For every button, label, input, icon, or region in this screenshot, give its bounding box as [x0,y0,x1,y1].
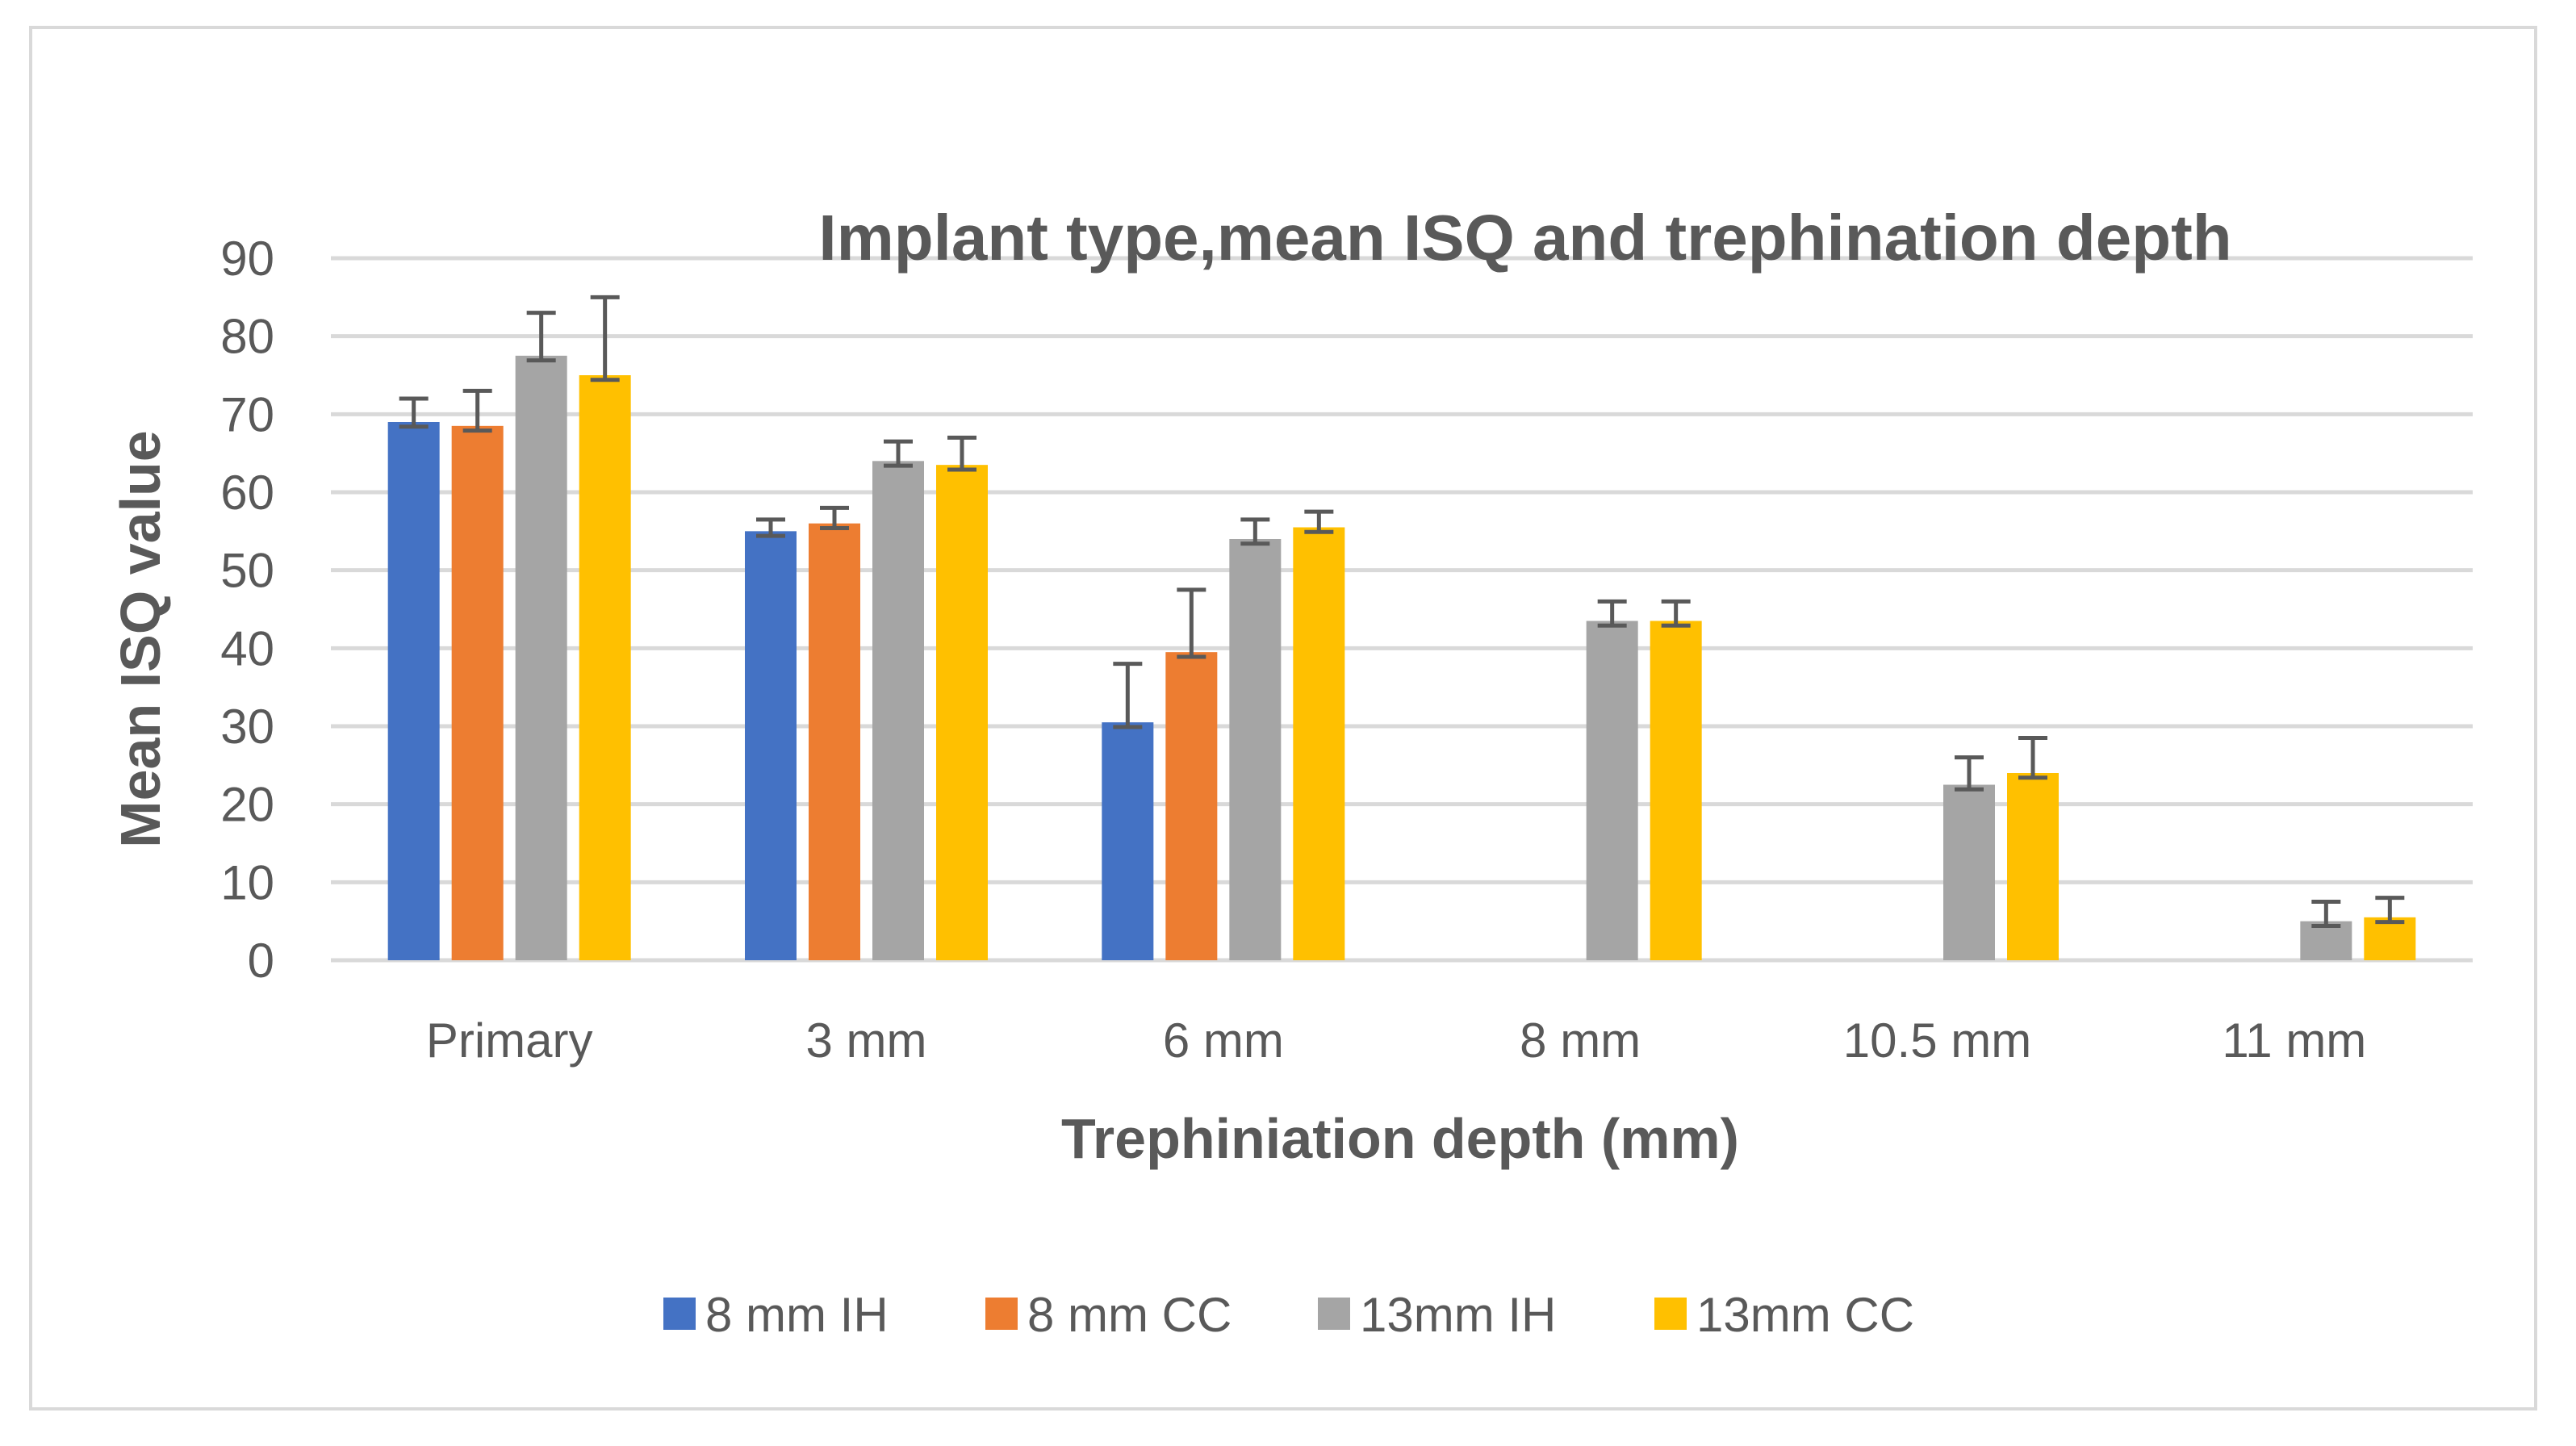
bar-13mm-cc [1293,527,1345,960]
error-bar [1177,587,1206,659]
bar-13mm-cc [936,465,988,960]
error-bar [820,505,849,530]
x-category-label: 3 mm [806,1013,927,1068]
bar-13mm-ih [1943,784,1995,960]
bar-13mm-ih [515,355,567,960]
bars [387,355,2416,960]
x-category-label: 6 mm [1163,1013,1284,1068]
legend-item: 8 mm CC [985,1288,1232,1342]
bar-13mm-ih [1586,621,1638,960]
error-bar [1955,755,1984,792]
legend-label: 13mm IH [1360,1288,1556,1342]
legend-label: 13mm CC [1696,1288,1914,1342]
error-bar [947,435,976,472]
bar-13mm-cc [579,375,631,960]
bar-13mm-cc [1650,621,1702,960]
y-tick-label: 20 [220,778,274,832]
error-bar [462,388,492,433]
y-tick-label: 50 [220,544,274,598]
error-bar [1240,517,1270,546]
y-tick-label: 10 [220,855,274,909]
x-axis-title: Trephiniation depth (mm) [1061,1107,1739,1170]
y-tick-label: 30 [220,700,274,754]
bar-8-mm-cc [451,425,504,960]
bar-8-mm-ih [1102,722,1154,960]
error-bar [2311,900,2341,928]
y-tick-label: 0 [248,934,274,988]
error-bar [590,295,620,382]
bar-8-mm-ih [387,422,440,960]
x-category-label: 8 mm [1520,1013,1641,1068]
error-bar [399,396,429,429]
gridlines [331,256,2473,963]
legend: 8 mm IH 8 mm CC 13mm IH 13mm CC [663,1288,1914,1342]
error-bar [1597,599,1627,628]
legend-swatch [985,1298,1018,1330]
bar-13mm-cc [2364,917,2416,960]
bar-13mm-ih [1229,539,1282,960]
y-axis-title: Mean ISQ value [109,430,172,847]
legend-item: 8 mm IH [663,1288,889,1342]
x-category-label: Primary [426,1013,593,1068]
y-tick-label: 60 [220,466,274,520]
error-bars [399,295,2405,928]
error-bar [2018,736,2047,780]
x-category-label: 10.5 mm [1843,1013,2031,1068]
y-tick-label: 80 [220,310,274,364]
error-bar [884,439,913,468]
x-category-labels: Primary 3 mm 6 mm 8 mm 10.5 mm 11 mm [426,1013,2366,1068]
error-bar [2375,896,2405,925]
legend-swatch [1318,1298,1350,1330]
legend-swatch [1654,1298,1687,1330]
legend-label: 8 mm CC [1027,1288,1232,1342]
bar-13mm-cc [2007,773,2059,960]
error-bar [1661,599,1691,628]
bar-8-mm-cc [1165,652,1218,960]
legend-label: 8 mm IH [705,1288,889,1342]
chart-title: Implant type,mean ISQ and trephination d… [818,202,2231,274]
legend-item: 13mm CC [1654,1288,1914,1342]
error-bar [756,517,785,538]
bar-8-mm-cc [809,523,860,960]
bar-13mm-ih [872,461,924,960]
error-bar [1113,662,1143,729]
y-tick-label: 90 [220,232,274,286]
x-category-label: 11 mm [2222,1013,2366,1068]
error-bar [1304,509,1334,534]
y-tick-label: 40 [220,621,274,675]
legend-item: 13mm IH [1318,1288,1556,1342]
legend-swatch [663,1298,696,1330]
error-bar [526,311,556,363]
y-tick-label: 70 [220,387,274,441]
y-tick-labels: 0 10 20 30 40 50 60 70 80 90 [220,232,274,988]
bar-8-mm-ih [745,531,797,960]
